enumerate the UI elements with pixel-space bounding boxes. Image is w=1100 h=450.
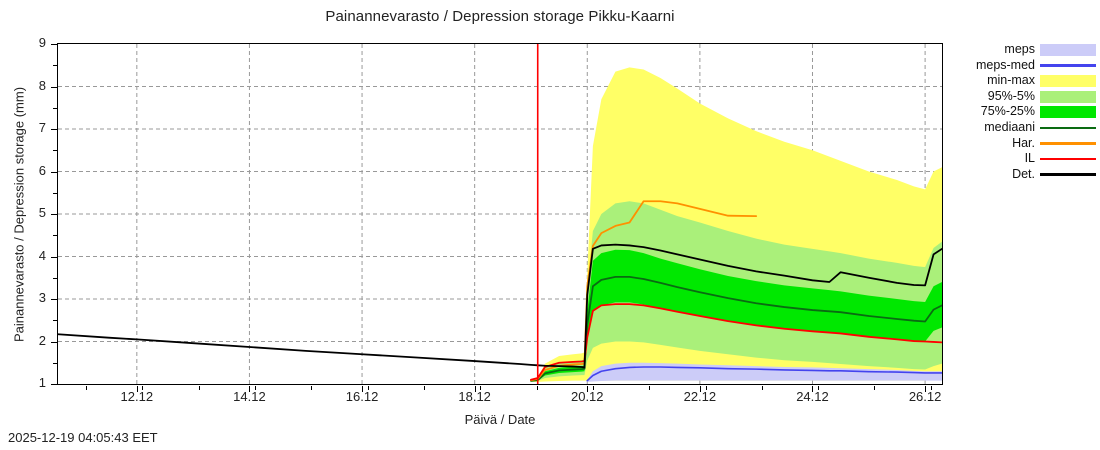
x-tick-mark-minor: [649, 386, 651, 390]
x-tick-label: 22.12: [683, 389, 717, 404]
plot-area: [57, 43, 943, 385]
x-tick-mark-minor: [142, 386, 144, 390]
x-tick-label: 26.12: [908, 389, 942, 404]
legend-item: meps: [958, 42, 1096, 58]
y-tick-mark-minor: [53, 150, 57, 152]
x-tick-label: 20.12: [570, 389, 604, 404]
y-tick-mark-minor: [53, 277, 57, 279]
x-tick-mark: [812, 386, 814, 392]
legend-item-swatch: [1040, 43, 1096, 56]
x-tick-mark-minor: [255, 386, 257, 390]
y-tick-mark: [51, 171, 57, 173]
legend-item-label: meps-med: [975, 57, 1035, 72]
legend-item-swatch: [1040, 106, 1096, 119]
plot-inner: [58, 44, 942, 384]
x-tick-mark-minor: [423, 386, 425, 390]
x-tick-mark: [474, 386, 476, 392]
y-tick-label: 9: [38, 35, 46, 50]
x-tick-label: 16.12: [345, 389, 379, 404]
legend-item: Har.: [958, 136, 1096, 152]
legend-item: Det.: [958, 167, 1096, 183]
x-tick-mark: [587, 386, 589, 392]
y-tick-mark-minor: [53, 65, 57, 67]
series-Det.: [58, 243, 942, 369]
legend-item-label: min-max: [987, 73, 1035, 88]
legend-item: 95%-5%: [958, 89, 1096, 105]
x-tick-label: 24.12: [796, 389, 829, 404]
legend-item-label: IL: [1024, 151, 1035, 166]
plot-canvas: [58, 44, 942, 384]
x-tick-mark-minor: [818, 386, 820, 390]
x-tick-label: 18.12: [458, 389, 491, 404]
x-tick-mark: [249, 386, 251, 392]
y-tick-label: 4: [38, 247, 46, 263]
x-tick-mark: [699, 386, 701, 392]
legend-item: IL: [958, 151, 1096, 167]
legend-item: mediaani: [958, 120, 1096, 136]
legend-item-label: Det.: [1012, 166, 1035, 181]
y-tick-label: 7: [38, 120, 46, 135]
legend-item-swatch: [1040, 157, 1096, 161]
x-tick-mark: [362, 386, 364, 392]
x-tick-label: 12.12: [120, 389, 154, 404]
y-tick-mark: [51, 384, 57, 385]
y-tick-label: 8: [38, 77, 46, 93]
band-75%-25%: [530, 249, 942, 382]
x-tick-mark-minor: [930, 386, 932, 390]
series-mediaani: [530, 275, 942, 382]
x-tick-mark-minor: [311, 386, 313, 390]
y-tick-mark-minor: [53, 362, 57, 364]
y-tick-mark-minor: [53, 192, 57, 194]
y-tick-mark-minor: [53, 235, 57, 237]
x-tick-mark: [136, 386, 138, 392]
legend-item-swatch: [1040, 74, 1096, 87]
x-tick-mark-minor: [536, 386, 538, 390]
y-tick-mark: [51, 256, 57, 258]
legend-item: 75%-25%: [958, 104, 1096, 120]
x-axis-label: Päivä / Date: [464, 412, 536, 427]
y-tick-mark: [51, 299, 57, 300]
timestamp-label: 2025-12-19 04:05:43 EET: [8, 430, 158, 445]
y-tick-mark: [51, 86, 57, 88]
y-tick-mark: [51, 341, 57, 343]
x-tick-mark-minor: [705, 386, 707, 390]
series-IL: [530, 303, 942, 381]
y-tick-mark: [51, 44, 57, 45]
x-tick-mark-minor: [367, 386, 369, 390]
series-meps-med: [586, 366, 942, 382]
legend-item-label: mediaani: [984, 119, 1035, 134]
page-title: Painannevarasto / Depression storage Pik…: [325, 8, 675, 25]
x-tick-mark-minor: [198, 386, 200, 390]
y-tick-mark-minor: [53, 320, 57, 322]
legend: meps meps-med min-max 95%-5% 75%-25% mediaani…: [958, 42, 1096, 182]
legend-item-label: 75%-25%: [980, 104, 1035, 119]
legend-item-label: 95%-5%: [987, 88, 1035, 103]
legend-item-label: meps: [1004, 42, 1035, 56]
y-tick-label: 1: [38, 375, 46, 390]
y-tick-mark: [51, 214, 57, 215]
y-tick-label: 3: [38, 290, 46, 305]
legend-item: meps-med: [958, 58, 1096, 74]
y-tick-mark-minor: [53, 107, 57, 109]
legend-item-swatch: [1040, 64, 1096, 67]
x-tick-label: 14.12: [233, 389, 266, 404]
legend-item-swatch: [1040, 126, 1096, 130]
y-tick-mark: [51, 129, 57, 130]
legend-item-swatch: [1040, 173, 1096, 176]
legend-item: min-max: [958, 73, 1096, 89]
x-tick-mark: [925, 386, 927, 392]
legend-item-label: Har.: [1012, 135, 1035, 150]
y-tick-label: 6: [38, 162, 46, 178]
legend-item-swatch: [1040, 90, 1096, 103]
x-tick-mark-minor: [86, 386, 88, 390]
legend-item-swatch: [1040, 142, 1096, 145]
x-tick-mark-minor: [874, 386, 876, 390]
x-tick-mark-minor: [592, 386, 594, 390]
y-tick-label: 2: [38, 332, 46, 348]
y-tick-label: 5: [38, 205, 46, 220]
x-tick-mark-minor: [480, 386, 482, 390]
x-tick-mark-minor: [761, 386, 763, 390]
